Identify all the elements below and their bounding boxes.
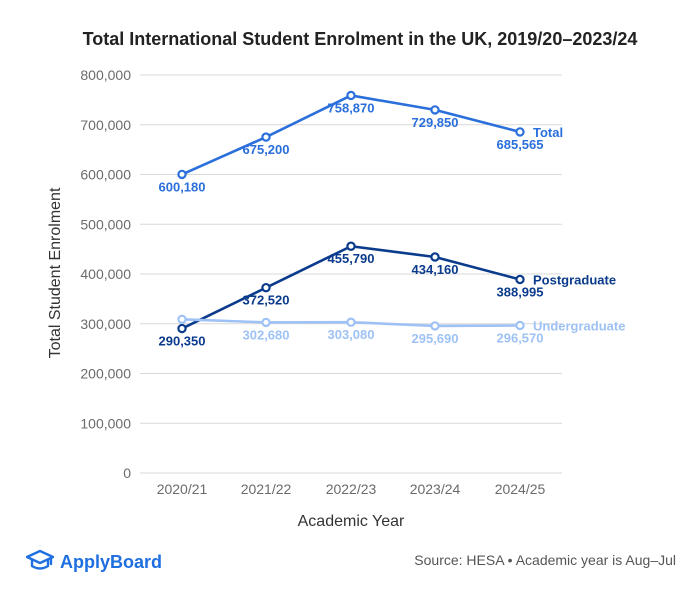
data-label: 295,690 [412,331,459,346]
series-label: Total [533,125,563,140]
x-tick-label: 2021/22 [241,481,292,497]
data-label: 372,520 [243,293,290,308]
x-axis-label: Academic Year [298,513,405,530]
data-label: 290,350 [159,334,206,349]
x-tick-label: 2020/21 [157,481,208,497]
y-tick-label: 400,000 [80,266,131,282]
data-point [346,317,356,327]
data-point [515,320,525,331]
data-point [177,323,187,334]
gridlines [140,74,562,474]
source-note: Source: HESA • Academic year is Aug–Jul [414,552,676,568]
y-tick-label: 300,000 [80,316,131,332]
data-label: 675,200 [243,142,290,157]
graduation-cap-icon [25,548,55,577]
y-axis-label: Total Student Enrolment [47,187,64,358]
data-label: 455,790 [328,251,375,266]
data-point [177,314,187,324]
data-point [177,169,187,180]
data-point [430,252,440,262]
series-undergraduate: 302,680 303,080 295,690 296,570Undergraduat… [177,314,625,346]
series-label: Postgraduate [533,272,616,287]
brand-logo[interactable]: ApplyBoard [25,548,163,577]
data-point [261,132,271,142]
y-tick-label: 500,000 [80,216,131,232]
data-point [430,105,440,115]
x-tick-label: 2022/23 [326,481,377,497]
data-label: 302,680 [243,327,290,342]
brand-name: ApplyBoard [60,552,163,572]
data-point [346,90,356,101]
data-point [430,321,440,331]
data-label: 303,080 [328,327,375,342]
line-chart: Total International Student Enrolment in… [47,29,638,530]
series-postgraduate: 290,350 372,520 455,790 434,160 388,995Postg… [159,241,616,349]
data-label: 434,160 [412,262,459,277]
data-point [346,241,356,251]
y-axis-ticks: 0 100,000 200,000 300,000 400,000 500,000 600,… [80,67,131,481]
data-point [515,274,525,285]
footer: ApplyBoard Source: HESA • Academic year … [0,540,700,580]
x-tick-label: 2024/25 [495,481,546,497]
y-tick-label: 700,000 [80,117,131,133]
data-label: 296,570 [497,330,544,345]
y-tick-label: 600,000 [80,167,131,183]
data-label: 729,850 [412,115,459,130]
y-tick-label: 0 [123,465,131,481]
y-tick-label: 100,000 [80,415,131,431]
x-axis-ticks: 2020/21 2021/22 2022/23 2023/24 2024/25 [157,481,546,497]
data-point [261,282,271,293]
data-label: 758,870 [328,100,375,115]
x-tick-label: 2023/24 [410,481,461,497]
y-tick-label: 800,000 [80,67,131,83]
series-label: Undergraduate [533,318,625,333]
y-tick-label: 200,000 [80,366,131,382]
data-label: 388,995 [497,284,544,299]
data-label: 685,565 [497,137,544,152]
data-point [261,317,271,328]
series-layer: 600,180 675,200 758,870 729,850 685,565Total… [159,90,625,349]
data-label: 600,180 [159,179,206,194]
chart-title: Total International Student Enrolment in… [83,29,638,49]
data-point [515,127,525,137]
